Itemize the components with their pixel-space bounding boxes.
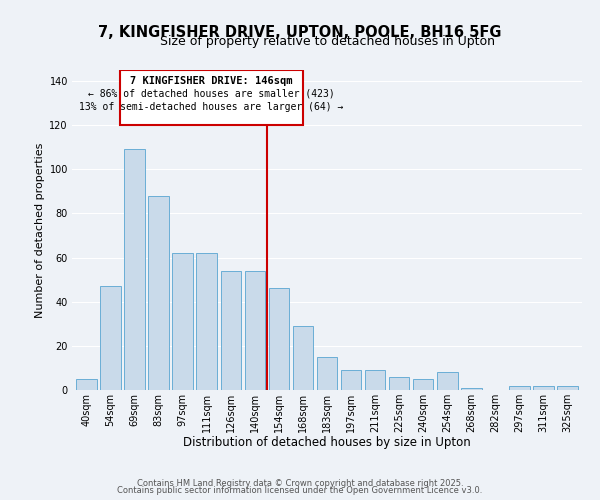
Bar xyxy=(413,379,433,390)
Text: Contains public sector information licensed under the Open Government Licence v3: Contains public sector information licen… xyxy=(118,486,482,495)
Bar xyxy=(269,288,289,390)
Bar xyxy=(533,386,554,390)
Text: 7 KINGFISHER DRIVE: 146sqm: 7 KINGFISHER DRIVE: 146sqm xyxy=(130,76,293,86)
Text: 7, KINGFISHER DRIVE, UPTON, POOLE, BH16 5FG: 7, KINGFISHER DRIVE, UPTON, POOLE, BH16 … xyxy=(98,25,502,40)
Y-axis label: Number of detached properties: Number of detached properties xyxy=(35,142,45,318)
Bar xyxy=(76,379,97,390)
Text: ← 86% of detached houses are smaller (423): ← 86% of detached houses are smaller (42… xyxy=(88,89,335,99)
Bar xyxy=(245,271,265,390)
FancyBboxPatch shape xyxy=(120,70,303,125)
Text: Contains HM Land Registry data © Crown copyright and database right 2025.: Contains HM Land Registry data © Crown c… xyxy=(137,478,463,488)
Bar xyxy=(509,386,530,390)
Text: 13% of semi-detached houses are larger (64) →: 13% of semi-detached houses are larger (… xyxy=(79,102,344,112)
X-axis label: Distribution of detached houses by size in Upton: Distribution of detached houses by size … xyxy=(183,436,471,450)
Bar xyxy=(196,253,217,390)
Bar xyxy=(557,386,578,390)
Bar xyxy=(148,196,169,390)
Bar xyxy=(221,271,241,390)
Bar xyxy=(365,370,385,390)
Bar xyxy=(461,388,482,390)
Title: Size of property relative to detached houses in Upton: Size of property relative to detached ho… xyxy=(160,35,494,48)
Bar xyxy=(317,357,337,390)
Bar xyxy=(293,326,313,390)
Bar xyxy=(341,370,361,390)
Bar xyxy=(437,372,458,390)
Bar xyxy=(172,253,193,390)
Bar xyxy=(124,150,145,390)
Bar xyxy=(389,377,409,390)
Bar xyxy=(100,286,121,390)
